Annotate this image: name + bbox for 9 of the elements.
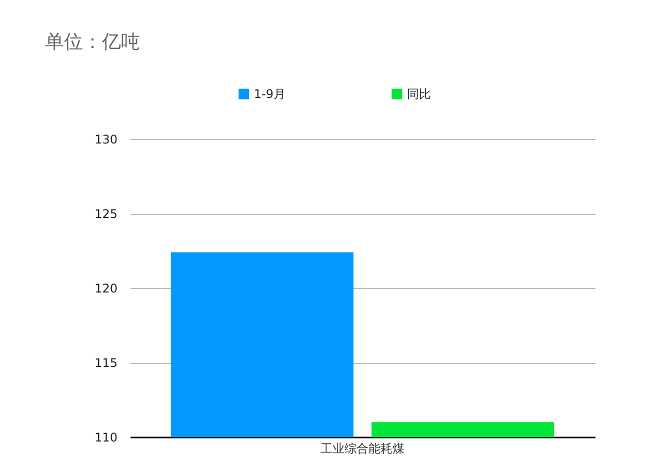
x-tick-label: 工业综合能耗煤 xyxy=(320,442,404,456)
y-tick-label: 110 xyxy=(94,430,118,444)
y-tick-label: 120 xyxy=(94,282,118,296)
legend-label: 1-9月 xyxy=(254,87,286,101)
legend-label: 同比 xyxy=(406,87,431,101)
y-tick-label: 115 xyxy=(94,356,118,370)
y-tick-label: 130 xyxy=(94,132,118,146)
y-tick-label: 125 xyxy=(94,207,118,221)
chart-title: 单位：亿吨 xyxy=(45,31,140,53)
